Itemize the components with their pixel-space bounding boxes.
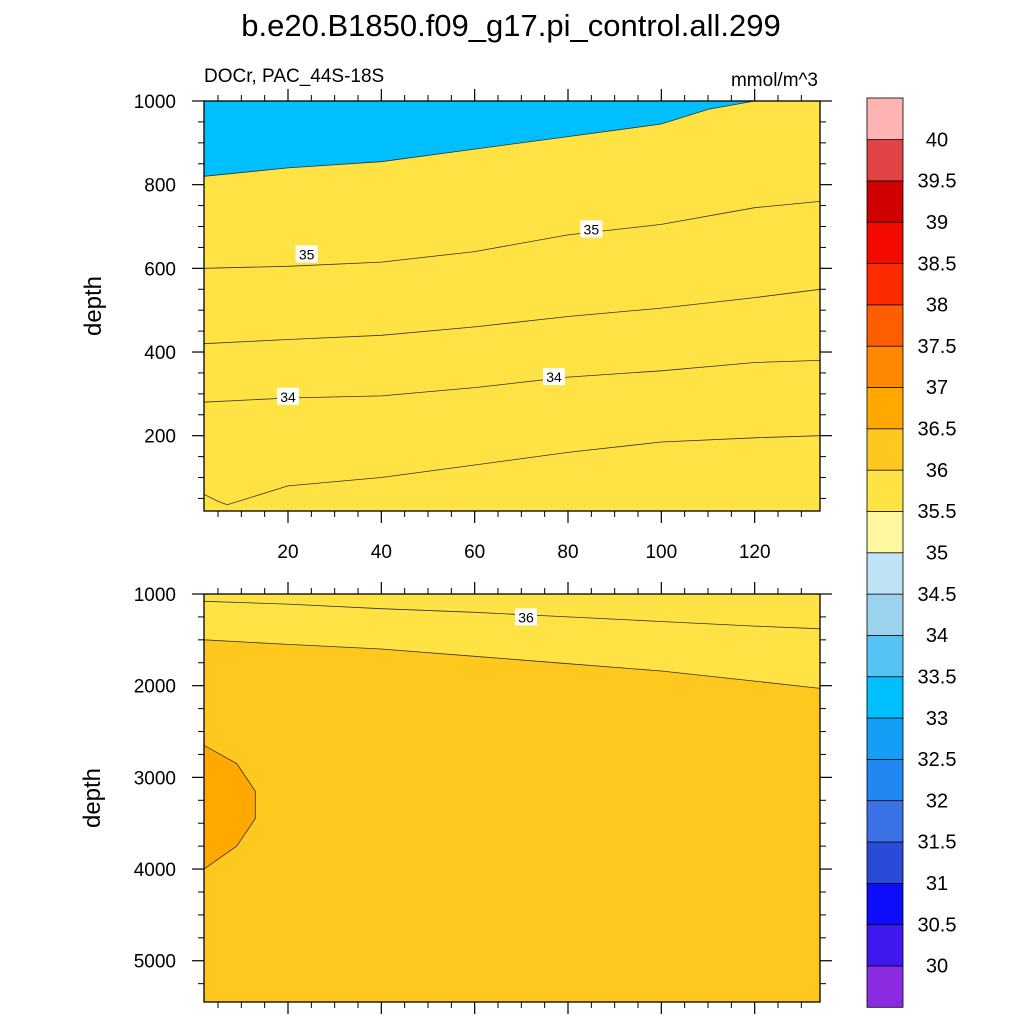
colorbar-swatch-1: [866, 923, 904, 967]
lower-ytick-label-1: 2000: [134, 677, 176, 698]
colorbar-label-18: 39: [926, 212, 948, 234]
upper-contour-line-34: [203, 360, 821, 403]
colorbar-swatch-8: [866, 634, 904, 678]
colorbar-label-14: 37: [926, 377, 948, 399]
upper-xtick-label-1: 40: [371, 542, 392, 563]
upper-y-axis-label: depth: [80, 276, 107, 336]
colorbar-swatch-17: [866, 262, 904, 306]
upper-frame: [203, 100, 821, 512]
upper-panel: 34 34 35 35 200 400 600 800 1000 20 40 60 80 100 120: [134, 89, 832, 563]
colorbar-swatch-12: [866, 469, 904, 512]
colorbar-label-8: 34: [926, 625, 948, 647]
upper-contour-line-34-5: [203, 288, 821, 345]
lower-contour-label-bg-0: [515, 608, 537, 626]
colorbar-label-10: 35: [926, 543, 948, 565]
colorbar-swatch-20: [866, 138, 904, 182]
upper-xtick-label-0: 20: [277, 542, 298, 563]
colorbar-swatch-14: [866, 386, 904, 430]
upper-xtick-label-2: 60: [464, 542, 485, 563]
colorbar-label-4: 32: [926, 790, 948, 812]
lower-ytick-label-0: 1000: [134, 585, 176, 606]
colorbar-swatch-16: [866, 304, 904, 347]
lower-panel: 36 1000 2000 3000 4000 5000: [134, 582, 832, 1014]
colorbar-label-9: 34.5: [918, 584, 957, 606]
upper-contour-label-2: 35: [299, 247, 315, 263]
colorbar: 30 30.5 31 31.5 32 32.5 33 33.5 34 34.5 35 35.5 36 36…: [866, 97, 957, 1008]
colorbar-swatch-4: [866, 800, 904, 843]
colorbar-swatch-19: [866, 180, 904, 223]
colorbar-label-19: 39.5: [918, 171, 957, 193]
upper-contour-label-bg-0: [277, 387, 299, 405]
upper-contour-label-bg-3: [580, 220, 603, 238]
colorbar-swatch-7: [866, 676, 904, 719]
colorbar-swatch-21: [866, 97, 904, 141]
upper-contour-line-33-5: [203, 435, 821, 506]
colorbar-swatch-5: [866, 758, 904, 802]
colorbar-label-17: 38.5: [918, 253, 957, 275]
lower-frame: [203, 593, 821, 1003]
colorbar-swatch-2: [866, 882, 904, 926]
lower-band-36: [204, 639, 820, 1002]
colorbar-label-20: 40: [926, 129, 948, 151]
colorbar-swatch-0: [866, 965, 904, 1008]
upper-xtick-label-4: 100: [645, 542, 677, 563]
colorbar-swatch-11: [866, 510, 904, 554]
colorbar-label-1: 30.5: [918, 914, 957, 936]
colorbar-swatch-18: [866, 221, 904, 264]
upper-ytick-label-0: 200: [144, 427, 176, 448]
colorbar-swatch-3: [866, 841, 904, 884]
colorbar-swatch-15: [866, 345, 904, 388]
upper-ytick-label-1: 400: [144, 343, 176, 364]
colorbar-label-6: 33: [926, 708, 948, 730]
colorbar-label-16: 38: [926, 295, 948, 317]
colorbar-label-7: 33.5: [918, 667, 957, 689]
upper-xtick-label-3: 80: [557, 542, 578, 563]
upper-contour-label-1: 34: [546, 369, 562, 385]
colorbar-label-15: 37.5: [918, 336, 957, 358]
upper-contour-label-3: 35: [584, 221, 600, 237]
colorbar-swatch-10: [866, 552, 904, 595]
upper-ytick-label-4: 1000: [134, 92, 176, 113]
colorbar-swatch-9: [866, 593, 904, 636]
colorbar-label-2: 31: [926, 873, 948, 895]
upper-contour-line-35-5: [203, 100, 755, 177]
upper-xtick-label-5: 120: [739, 542, 771, 563]
upper-contour-label-bg-1: [543, 368, 565, 386]
colorbar-swatch-13: [866, 428, 904, 471]
colorbar-label-12: 36: [926, 460, 948, 482]
lower-contour-line-36: [203, 639, 821, 689]
lower-ytick-label-3: 4000: [134, 860, 176, 881]
upper-contour-line-35: [203, 201, 821, 269]
upper-band-35-5: [204, 101, 820, 511]
lower-contour-label-0: 36: [518, 609, 534, 625]
colorbar-label-0: 30: [926, 956, 948, 978]
variable-label: DOCr, PAC_44S-18S: [204, 66, 384, 87]
upper-contour-label-0: 34: [280, 389, 296, 405]
units-label: mmol/m^3: [731, 70, 818, 91]
upper-ytick-label-2: 600: [144, 259, 176, 280]
colorbar-label-13: 36.5: [918, 419, 957, 441]
colorbar-swatch-6: [866, 717, 904, 760]
lower-ytick-label-2: 3000: [134, 768, 176, 789]
upper-contour-label-bg-2: [295, 245, 318, 263]
lower-y-axis-label: depth: [79, 768, 106, 828]
colorbar-label-5: 32.5: [918, 749, 957, 771]
colorbar-label-3: 31.5: [918, 832, 957, 854]
chart-title: b.e20.B1850.f09_g17.pi_control.all.299: [241, 8, 781, 43]
lower-ytick-label-4: 5000: [134, 952, 176, 973]
upper-ytick-label-3: 800: [144, 176, 176, 197]
colorbar-label-11: 35.5: [918, 501, 957, 523]
